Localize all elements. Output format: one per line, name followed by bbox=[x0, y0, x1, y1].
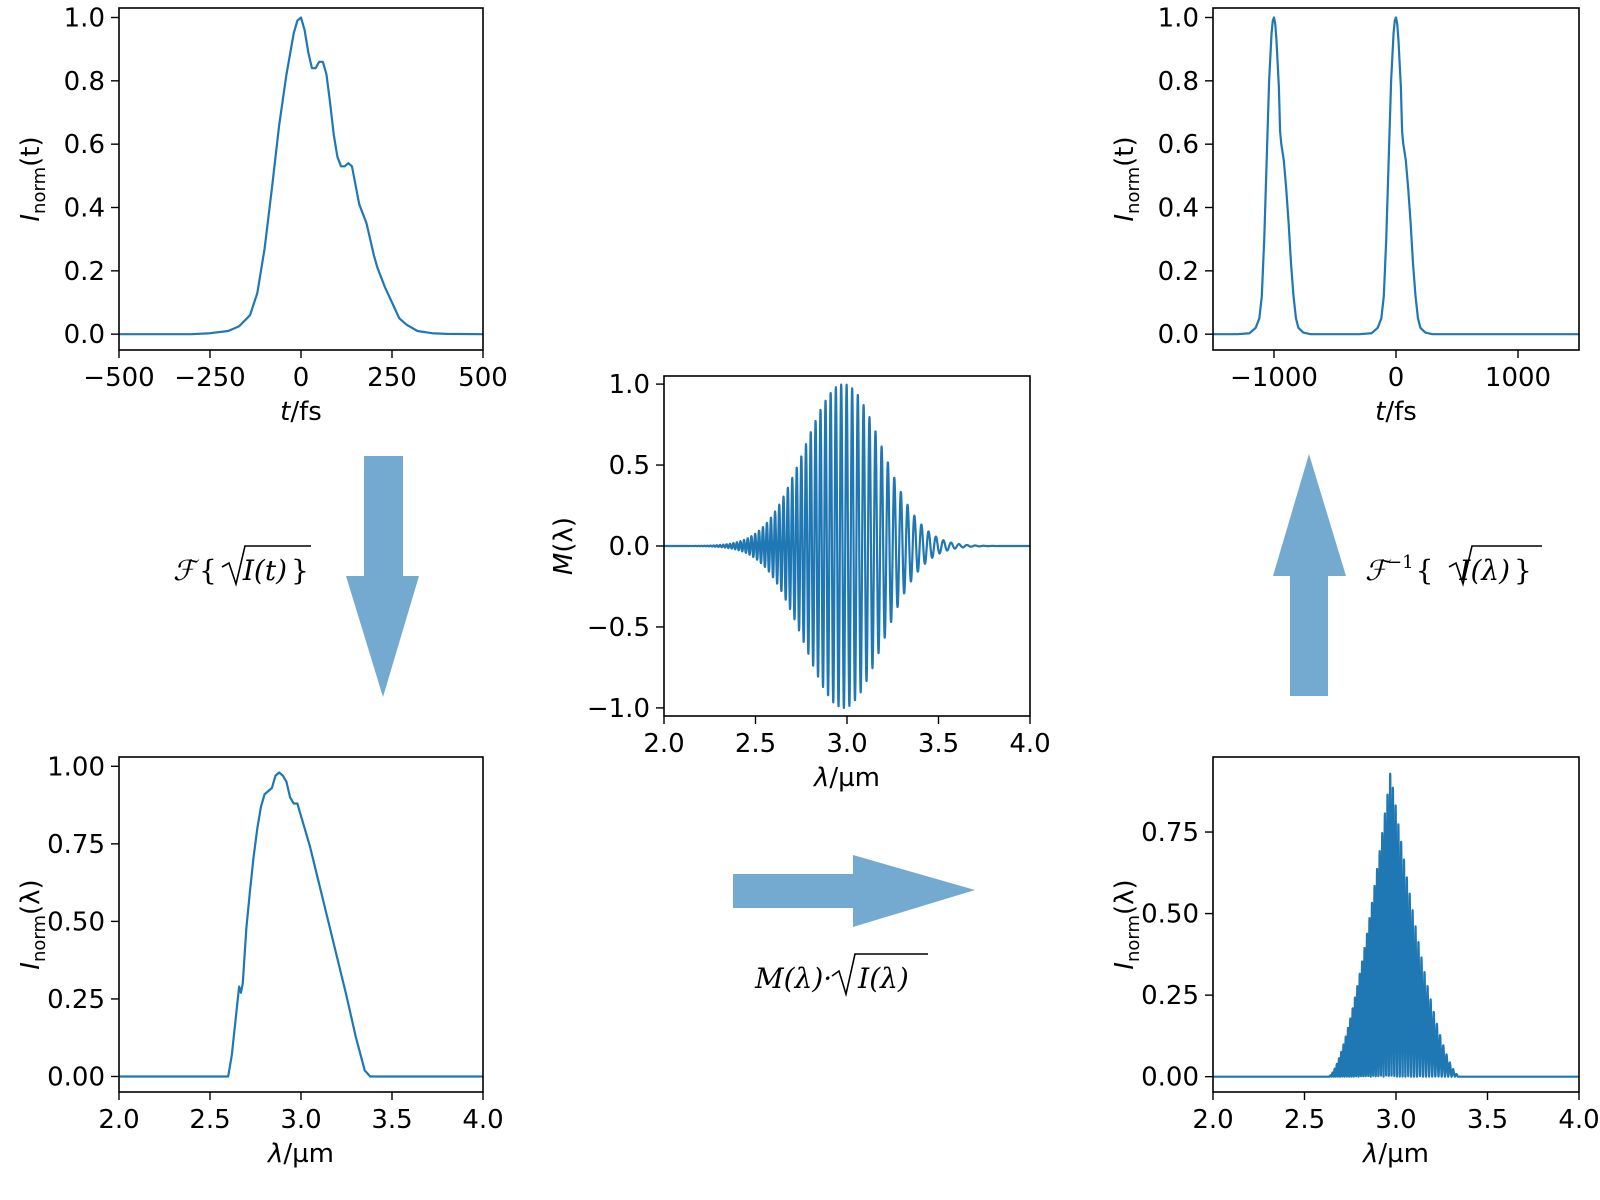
x-tick-label: 3.0 bbox=[826, 729, 867, 759]
panel-spectral-output: 2.0 2.5 3.0 3.5 4.0 0.00 0.25 0.50 0.75 λ/µm Inorm… bbox=[1110, 756, 1600, 1169]
y-tick-label: 0.6 bbox=[64, 130, 105, 160]
x-tick-label: 1000 bbox=[1485, 363, 1551, 393]
x-axis-label: t/fs bbox=[280, 397, 322, 427]
sqrt-sign bbox=[221, 545, 311, 587]
x-tick-label: 3.0 bbox=[280, 1105, 321, 1135]
y-tick-label: 1.00 bbox=[47, 752, 105, 782]
x-axis-label: λ/µm bbox=[266, 1139, 334, 1169]
x-axis-label: λ/µm bbox=[1361, 1139, 1429, 1169]
axes-frame bbox=[118, 7, 484, 351]
fourier-symbol: ℱ bbox=[173, 554, 200, 587]
y-tick-label: −1.0 bbox=[587, 694, 650, 724]
axes-frame bbox=[118, 756, 484, 1093]
y-tick-label: 1.0 bbox=[64, 4, 105, 34]
y-axis-label: M(λ) bbox=[549, 517, 579, 575]
y-tick-label: −0.5 bbox=[587, 613, 650, 643]
x-tick-label: 2.0 bbox=[643, 729, 684, 759]
label-fourier-inverse: ℱ−1{I(λ)} bbox=[1365, 545, 1542, 587]
y-tick-label: 0.25 bbox=[1141, 981, 1199, 1011]
panel-temporal-output: −1000 0 1000 0.0 0.2 0.4 0.6 0.8 1.0 t/fs Inorm(t) bbox=[1110, 4, 1580, 427]
x-tick-label: 4.0 bbox=[1009, 729, 1050, 759]
svg-text:ℱ{I(t)}: ℱ{ I(t)} bbox=[173, 554, 309, 587]
arrow-right bbox=[733, 855, 975, 927]
svg-text:ℱ−1{I(λ)}: ℱ−1{I(λ)} bbox=[1365, 552, 1532, 587]
x-tick-label: 2.5 bbox=[735, 729, 776, 759]
label-modulation-product: M(λ)· I(λ) bbox=[754, 953, 928, 998]
y-tick-label: 0.75 bbox=[1141, 818, 1199, 848]
x-axis-label: t/fs bbox=[1375, 397, 1417, 427]
x-tick-label: 0 bbox=[1388, 363, 1405, 393]
sqrt-argument: I(t) bbox=[242, 554, 287, 587]
x-tick-label: 3.0 bbox=[1375, 1105, 1416, 1135]
brace-open: { bbox=[199, 554, 217, 587]
x-tick-label: 2.0 bbox=[98, 1105, 139, 1135]
brace-close: } bbox=[291, 554, 309, 587]
y-tick-label: 0.2 bbox=[64, 257, 105, 287]
modulation-prefix: M(λ)· bbox=[754, 962, 832, 995]
y-tick-label: 0.00 bbox=[47, 1062, 105, 1092]
panel-modulation: 2.0 2.5 3.0 3.5 4.0 −1.0 −0.5 0.0 0.5 1.0 λ/µm M(λ) bbox=[549, 370, 1051, 793]
label-fourier-forward: ℱ{ I(t)} bbox=[173, 545, 311, 587]
x-tick-label: 500 bbox=[458, 363, 508, 393]
y-axis-label: Inorm(λ) bbox=[16, 879, 50, 969]
series-line-0 bbox=[119, 771, 483, 1078]
y-tick-label: 0.0 bbox=[64, 320, 105, 350]
brace-open: { bbox=[1416, 554, 1434, 587]
axes-frame bbox=[1212, 7, 1580, 351]
sqrt-sign bbox=[831, 953, 928, 998]
y-tick-label: 0.4 bbox=[64, 194, 105, 224]
y-tick-label: 1.0 bbox=[609, 370, 650, 400]
x-tick-label: 0 bbox=[293, 363, 310, 393]
y-tick-label: 0.00 bbox=[1141, 1063, 1199, 1093]
series-line-0 bbox=[1213, 772, 1579, 1078]
y-axis-label: Inorm(t) bbox=[16, 136, 50, 221]
x-axis-label: λ/µm bbox=[812, 763, 880, 793]
svg-text:M(λ)·I(λ): M(λ)· I(λ) bbox=[754, 962, 909, 995]
y-axis-label: Inorm(t) bbox=[1110, 136, 1144, 221]
x-tick-label: 4.0 bbox=[462, 1105, 503, 1135]
sqrt-argument: I(λ) bbox=[857, 962, 909, 995]
y-tick-label: 0.50 bbox=[47, 907, 105, 937]
sqrt-sign bbox=[1448, 545, 1542, 587]
arrow-up bbox=[1273, 454, 1346, 696]
y-axis-label: Inorm(λ) bbox=[1110, 879, 1144, 969]
x-tick-label: −500 bbox=[83, 363, 154, 393]
y-tick-label: 0.8 bbox=[1158, 67, 1199, 97]
y-tick-label: 0.8 bbox=[64, 67, 105, 97]
series-line-0 bbox=[1213, 16, 1579, 336]
x-tick-label: −250 bbox=[174, 363, 245, 393]
series-line-0 bbox=[119, 16, 483, 336]
series-line-0 bbox=[664, 383, 1030, 709]
y-tick-label: 0.50 bbox=[1141, 900, 1199, 930]
y-tick-label: 0.2 bbox=[1158, 257, 1199, 287]
panel-temporal-input: −500 −250 0 250 500 0.0 0.2 0.4 0.6 0.8 1.0 t/fs Ino… bbox=[16, 4, 508, 428]
inverse-superscript: −1 bbox=[1387, 552, 1414, 573]
x-tick-label: 250 bbox=[367, 363, 417, 393]
y-tick-label: 0.0 bbox=[1158, 320, 1199, 350]
panel-spectral-input: 2.0 2.5 3.0 3.5 4.0 0.00 0.25 0.50 0.75 1.00 λ/µm I… bbox=[16, 752, 504, 1169]
y-tick-label: 1.0 bbox=[1158, 4, 1199, 34]
y-tick-label: 0.75 bbox=[47, 830, 105, 860]
x-tick-label: 3.5 bbox=[371, 1105, 412, 1135]
x-tick-label: 2.0 bbox=[1192, 1105, 1233, 1135]
x-tick-label: 2.5 bbox=[1284, 1105, 1325, 1135]
y-tick-label: 0.6 bbox=[1158, 130, 1199, 160]
y-tick-label: 0.25 bbox=[47, 985, 105, 1015]
x-tick-label: −1000 bbox=[1230, 363, 1318, 393]
x-tick-label: 2.5 bbox=[189, 1105, 230, 1135]
x-tick-label: 3.5 bbox=[918, 729, 959, 759]
brace-close: } bbox=[1514, 554, 1532, 587]
y-tick-label: 0.0 bbox=[609, 532, 650, 562]
y-tick-label: 0.4 bbox=[1158, 194, 1199, 224]
x-tick-label: 4.0 bbox=[1558, 1105, 1599, 1135]
arrow-down bbox=[346, 456, 419, 697]
y-tick-label: 0.5 bbox=[609, 451, 650, 481]
x-tick-label: 3.5 bbox=[1467, 1105, 1508, 1135]
